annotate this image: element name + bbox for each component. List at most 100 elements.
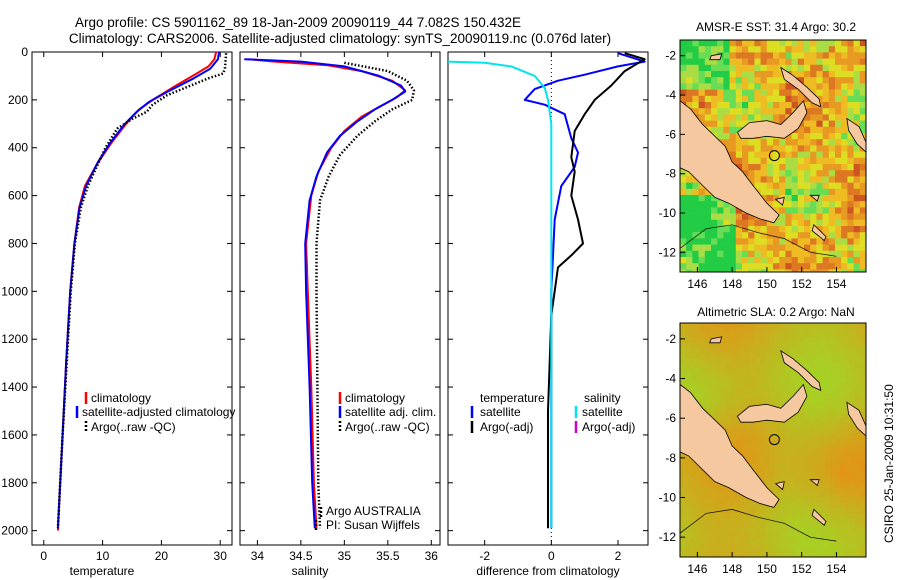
map-cell (790, 533, 796, 539)
map-cell (735, 383, 741, 389)
map-cell (729, 89, 737, 97)
map-cell (723, 102, 730, 109)
map-cell (754, 64, 761, 72)
map-cell (723, 244, 730, 252)
map-cell (855, 463, 861, 469)
map-cell (785, 176, 792, 183)
map-cell (775, 333, 781, 339)
map-cell (785, 133, 792, 140)
map-cell (810, 269, 817, 272)
map-cell (785, 151, 792, 159)
legend-heading-temperature: temperature (480, 391, 545, 405)
map-cell (730, 433, 736, 439)
map-cell (755, 468, 761, 474)
map-cell (735, 250, 743, 258)
map-cell (780, 343, 786, 349)
map-cell (780, 443, 786, 449)
map-cell (860, 388, 866, 394)
map-cell (700, 508, 706, 514)
map-cell (765, 553, 771, 557)
map-cell (805, 548, 811, 554)
map-cell (755, 423, 761, 429)
map-cell (800, 543, 806, 549)
map-cell (805, 478, 811, 484)
map-cell (723, 83, 730, 90)
map-cell (785, 443, 791, 449)
map-cell (825, 498, 831, 504)
map-cell (825, 353, 831, 359)
map-cell (800, 468, 806, 474)
map-cell (853, 263, 861, 270)
map-cell (745, 338, 751, 344)
map-cell (847, 164, 854, 171)
map-cell (835, 403, 841, 409)
map-cell (830, 433, 836, 439)
map-cell (830, 413, 836, 419)
map-cell (755, 433, 761, 439)
map-cell (810, 213, 817, 221)
map-cell (710, 493, 716, 499)
map-cell (840, 343, 846, 349)
map-cell (692, 40, 699, 47)
map-cell (816, 213, 823, 221)
map-cell (729, 40, 737, 47)
map-cell (825, 543, 831, 549)
map-cell (800, 458, 806, 464)
map-cell (785, 195, 792, 202)
map-cell (720, 553, 726, 557)
map-cell (729, 64, 737, 72)
map-cell (810, 343, 816, 349)
map-cell (835, 188, 842, 196)
x-tick-label: 148 (722, 277, 742, 291)
map-cell (775, 373, 781, 379)
map-cell (748, 46, 755, 53)
map-cell (690, 343, 696, 349)
map-cell (810, 518, 816, 524)
map-cell (723, 207, 730, 214)
map-cell (791, 164, 799, 171)
map-cell (766, 95, 774, 103)
map-cell (711, 226, 718, 233)
map-cell (773, 157, 780, 165)
map-cell (810, 413, 816, 419)
map-cell (755, 533, 761, 539)
map-cell (795, 503, 801, 509)
map-cell (822, 120, 830, 128)
map-cell (805, 393, 811, 399)
map-cell (750, 358, 756, 364)
map-cell (700, 518, 706, 524)
map-cell (755, 448, 761, 454)
map-cell (680, 503, 686, 509)
map-cell (690, 498, 696, 504)
map-cell (729, 238, 737, 245)
map-cell (820, 343, 826, 349)
map-cell (775, 448, 781, 454)
map-cell (773, 232, 780, 239)
map-cell (780, 518, 786, 524)
map-cell (850, 518, 856, 524)
map-cell (815, 353, 821, 359)
map-cell (820, 423, 826, 429)
x-tick-label: 35.5 (376, 549, 400, 563)
map-cell (790, 468, 796, 474)
map-cell (810, 503, 816, 509)
map-cell (841, 244, 848, 252)
figure-title-line1: Argo profile: CS 5901162_89 18-Jan-2009 … (75, 15, 521, 30)
map-cell (830, 358, 836, 364)
map-cell (859, 219, 866, 227)
map-cell (825, 328, 831, 334)
map-cell (686, 257, 693, 264)
map-cell (773, 176, 780, 183)
map-cell (698, 219, 706, 227)
map-cell (816, 207, 823, 214)
map-cell (770, 393, 776, 399)
map-cell (760, 393, 766, 399)
map-cell (790, 353, 796, 359)
map-cell (816, 46, 823, 53)
map-cell (725, 403, 731, 409)
map-cell (830, 373, 836, 379)
map-cell (750, 528, 756, 534)
map-cell (695, 548, 701, 554)
map-cell (830, 533, 836, 539)
map-cell (725, 353, 731, 359)
